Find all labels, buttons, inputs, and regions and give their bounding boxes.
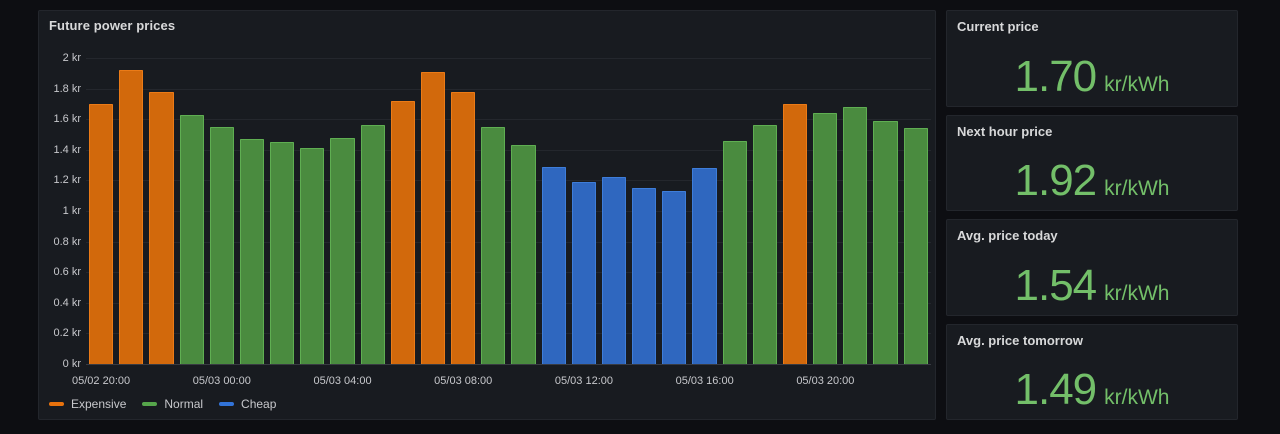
bar-chart bbox=[86, 58, 931, 365]
chart-panel-future-power-prices: Future power prices 2 kr 1.8 kr 1.6 kr 1.4 … bbox=[38, 10, 936, 420]
gridline bbox=[86, 149, 931, 151]
legend-item-normal[interactable]: Normal bbox=[142, 397, 203, 411]
x-axis-tick-label: 05/03 04:00 bbox=[313, 375, 372, 387]
stat-unit: kr/kWh bbox=[1104, 177, 1170, 200]
x-axis-tick-label: 05/03 16:00 bbox=[675, 375, 734, 387]
gridline bbox=[86, 211, 931, 212]
stat-unit: kr/kWh bbox=[1104, 386, 1170, 409]
bar-05-03-14-00[interactable] bbox=[632, 188, 657, 364]
x-axis-line bbox=[86, 364, 931, 365]
bar-05-03-17-00[interactable] bbox=[722, 140, 747, 364]
stat-value: 1.92 bbox=[1014, 156, 1098, 205]
legend-color-icon bbox=[142, 402, 158, 406]
gridline bbox=[86, 88, 931, 90]
gridline bbox=[86, 241, 931, 243]
x-axis-tick-label: 05/03 12:00 bbox=[554, 375, 613, 387]
y-axis-tick-label: 2 kr bbox=[62, 52, 81, 64]
bar-05-03-23-00[interactable] bbox=[903, 128, 928, 364]
stat-value: 1.49 bbox=[1014, 365, 1098, 414]
bar-05-02-20-00[interactable] bbox=[89, 103, 114, 364]
bar-05-03-06-00[interactable] bbox=[390, 100, 415, 364]
bar-05-03-10-00[interactable] bbox=[511, 145, 536, 364]
bar-05-03-00-00[interactable] bbox=[209, 126, 234, 364]
x-axis-tick-label: 05/02 20:00 bbox=[72, 375, 131, 387]
y-axis-tick-label: 1.2 kr bbox=[53, 174, 81, 187]
stat-title[interactable]: Next hour price bbox=[957, 123, 1053, 139]
bar-05-03-13-00[interactable] bbox=[601, 177, 627, 364]
y-axis-tick-label: 0.2 kr bbox=[53, 327, 81, 340]
bar-05-02-23-00[interactable] bbox=[179, 114, 204, 364]
legend-item-expensive[interactable]: Expensive bbox=[49, 397, 126, 411]
bar-05-03-22-00[interactable] bbox=[873, 120, 898, 364]
gridline bbox=[86, 302, 931, 304]
bar-05-03-19-00[interactable] bbox=[782, 103, 808, 364]
gridline bbox=[86, 272, 931, 274]
stat-panel-avg-price-tomorrow: Avg. price tomorrow 1.49 kr/kWh bbox=[946, 323, 1238, 420]
bar-05-03-08-00[interactable] bbox=[451, 91, 476, 364]
stat-value-row: 1.54 kr/kWh bbox=[947, 260, 1237, 310]
stat-value: 1.54 bbox=[1014, 260, 1098, 310]
x-axis-tick-label: 05/03 00:00 bbox=[192, 375, 251, 387]
y-axis-tick-label: 1.6 kr bbox=[53, 113, 81, 126]
x-axis-labels: 05/02 20:00 05/03 00:00 05/03 04:00 05/03 0… bbox=[72, 371, 931, 389]
legend-color-icon bbox=[49, 402, 64, 406]
bar-05-03-15-00[interactable] bbox=[662, 191, 687, 364]
bar-05-03-07-00[interactable] bbox=[420, 71, 446, 364]
gridline bbox=[86, 180, 931, 182]
y-axis-tick-label: 0.8 kr bbox=[53, 235, 81, 248]
bar-05-03-21-00[interactable] bbox=[843, 106, 868, 364]
bar-05-02-21-00[interactable] bbox=[119, 70, 144, 364]
bar-05-03-02-00[interactable] bbox=[270, 142, 295, 364]
legend-item-label: Normal bbox=[164, 397, 204, 411]
panel-title[interactable]: Future power prices bbox=[49, 18, 176, 33]
gridline bbox=[86, 119, 931, 121]
legend-color-icon bbox=[219, 402, 235, 406]
y-axis: 2 kr 1.8 kr 1.6 kr 1.4 kr 1.2 kr 1 kr 0.8 kr 0.… bbox=[43, 52, 81, 370]
stat-value: 1.70 bbox=[1014, 51, 1098, 101]
y-axis-tick-label: 0.4 kr bbox=[53, 296, 81, 309]
y-axis-tick-label: 0 kr bbox=[62, 358, 81, 370]
legend-item-cheap[interactable]: Cheap bbox=[219, 397, 276, 411]
y-axis-tick-label: 1.4 kr bbox=[53, 143, 81, 156]
stat-title[interactable]: Avg. price today bbox=[957, 228, 1058, 243]
gridline bbox=[86, 333, 931, 335]
bar-05-03-16-00[interactable] bbox=[692, 168, 717, 364]
stat-column: Current price 1.70 kr/kWh Next hour pric… bbox=[946, 10, 1238, 420]
stat-value-row: 1.49 kr/kWh bbox=[947, 368, 1237, 412]
bar-05-03-05-00[interactable] bbox=[360, 125, 385, 364]
bar-05-03-09-00[interactable] bbox=[481, 126, 506, 364]
stat-value-row: 1.92 kr/kWh bbox=[947, 159, 1237, 203]
bar-05-03-18-00[interactable] bbox=[752, 125, 777, 364]
y-axis-tick-label: 1.8 kr bbox=[53, 82, 81, 95]
stat-unit: kr/kWh bbox=[1104, 72, 1170, 96]
stat-panel-current-price: Current price 1.70 kr/kWh bbox=[946, 10, 1238, 107]
bar-05-02-22-00[interactable] bbox=[149, 91, 174, 364]
chart-legend: Expensive Normal Cheap bbox=[49, 397, 292, 411]
bars bbox=[86, 58, 931, 364]
y-axis-tick-label: 1 kr bbox=[62, 205, 81, 217]
gridline bbox=[86, 58, 931, 59]
bar-05-03-03-00[interactable] bbox=[300, 148, 325, 364]
bar-05-03-12-00[interactable] bbox=[571, 181, 596, 364]
gridlines bbox=[86, 58, 931, 365]
y-axis-tick-label: 0.6 kr bbox=[53, 266, 81, 279]
stat-unit: kr/kWh bbox=[1104, 281, 1170, 305]
x-axis-tick-label: 05/03 08:00 bbox=[434, 375, 493, 387]
stat-value-row: 1.70 kr/kWh bbox=[947, 51, 1237, 101]
bar-05-03-11-00[interactable] bbox=[541, 166, 566, 364]
stat-title[interactable]: Avg. price tomorrow bbox=[957, 332, 1083, 348]
bar-05-03-20-00[interactable] bbox=[813, 113, 838, 364]
stat-title[interactable]: Current price bbox=[957, 19, 1039, 34]
stat-panel-avg-price-today: Avg. price today 1.54 kr/kWh bbox=[946, 219, 1238, 316]
x-axis-tick-label: 05/03 20:00 bbox=[796, 375, 855, 387]
bar-05-03-01-00[interactable] bbox=[239, 139, 265, 364]
stat-panel-next-hour-price: Next hour price 1.92 kr/kWh bbox=[946, 114, 1238, 211]
bar-05-03-04-00[interactable] bbox=[330, 137, 355, 364]
legend-item-label: Cheap bbox=[241, 397, 277, 411]
legend-item-label: Expensive bbox=[71, 397, 127, 411]
